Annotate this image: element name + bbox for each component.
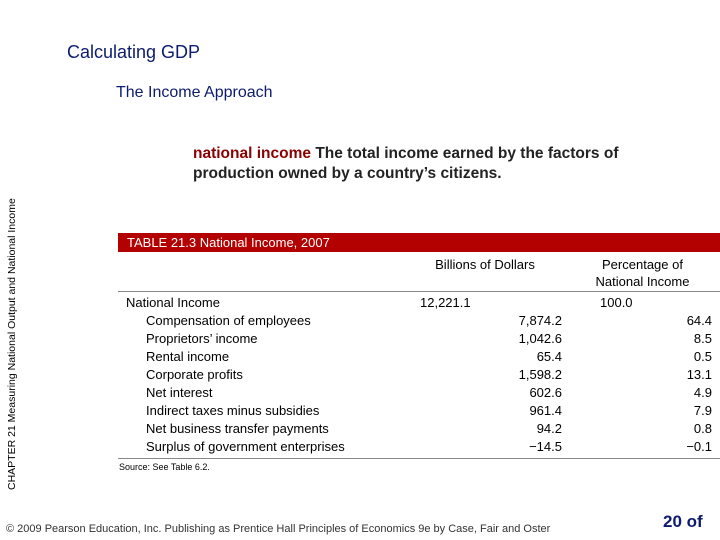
row-label: Net business transfer payments bbox=[146, 421, 329, 436]
row-billions: 602.6 bbox=[529, 385, 562, 400]
table-row: Net interest 602.6 4.9 bbox=[0, 384, 720, 402]
page-number: 20 of bbox=[663, 512, 703, 531]
row-label: Proprietors’ income bbox=[146, 331, 258, 346]
table-caption: TABLE 21.3 National Income, 2007 bbox=[118, 233, 720, 252]
row-percentage: 100.0 bbox=[600, 295, 633, 310]
row-billions: 94.2 bbox=[536, 421, 562, 436]
column-header-percentage: Percentage of National Income bbox=[595, 257, 690, 289]
row-billions: 65.4 bbox=[536, 349, 562, 364]
table-row-total: National Income 12,221.1 100.0 bbox=[0, 294, 720, 312]
row-label: National Income bbox=[126, 295, 220, 310]
definition: national income The total income earned … bbox=[193, 144, 623, 184]
row-billions: 961.4 bbox=[529, 403, 562, 418]
row-percentage: 64.4 bbox=[686, 313, 712, 328]
row-percentage: −0.1 bbox=[686, 439, 712, 454]
slide-title: Calculating GDP bbox=[67, 42, 201, 62]
table-row: Proprietors’ income 1,042.6 8.5 bbox=[0, 330, 720, 348]
row-percentage: 13.1 bbox=[686, 367, 712, 382]
copyright-footer: © 2009 Pearson Education, Inc. Publishin… bbox=[6, 523, 551, 535]
row-percentage: 8.5 bbox=[693, 331, 712, 346]
table-row: Indirect taxes minus subsidies 961.4 7.9 bbox=[0, 402, 720, 420]
row-billions: −14.5 bbox=[529, 439, 562, 454]
definition-term: national income bbox=[193, 145, 311, 162]
table-header-rule bbox=[118, 291, 720, 292]
row-billions: 12,221.1 bbox=[420, 295, 471, 310]
row-percentage: 0.5 bbox=[693, 349, 712, 364]
row-label: Surplus of government enterprises bbox=[146, 439, 345, 454]
table-row: Net business transfer payments 94.2 0.8 bbox=[0, 420, 720, 438]
row-label: Indirect taxes minus subsidies bbox=[146, 403, 320, 418]
row-label: Net interest bbox=[146, 385, 213, 400]
table-row: Compensation of employees 7,874.2 64.4 bbox=[0, 312, 720, 330]
table-row: Surplus of government enterprises −14.5 … bbox=[0, 438, 720, 456]
table-row: Rental income 65.4 0.5 bbox=[0, 348, 720, 366]
row-label: Corporate profits bbox=[146, 367, 243, 382]
row-label: Rental income bbox=[146, 349, 230, 364]
row-billions: 7,874.2 bbox=[518, 313, 562, 328]
table-footer-rule bbox=[118, 458, 720, 459]
table-source: Source: See Table 6.2. bbox=[119, 462, 210, 472]
table-row: Corporate profits 1,598.2 13.1 bbox=[0, 366, 720, 384]
definition-text: The total income earned by the factors o… bbox=[193, 145, 619, 182]
column-header-billions: Billions of Dollars bbox=[435, 257, 535, 272]
slide-subtitle: The Income Approach bbox=[116, 84, 273, 101]
row-percentage: 4.9 bbox=[693, 385, 712, 400]
row-billions: 1,598.2 bbox=[518, 367, 562, 382]
row-percentage: 0.8 bbox=[693, 421, 712, 436]
row-label: Compensation of employees bbox=[146, 313, 311, 328]
row-billions: 1,042.6 bbox=[518, 331, 562, 346]
row-percentage: 7.9 bbox=[693, 403, 712, 418]
